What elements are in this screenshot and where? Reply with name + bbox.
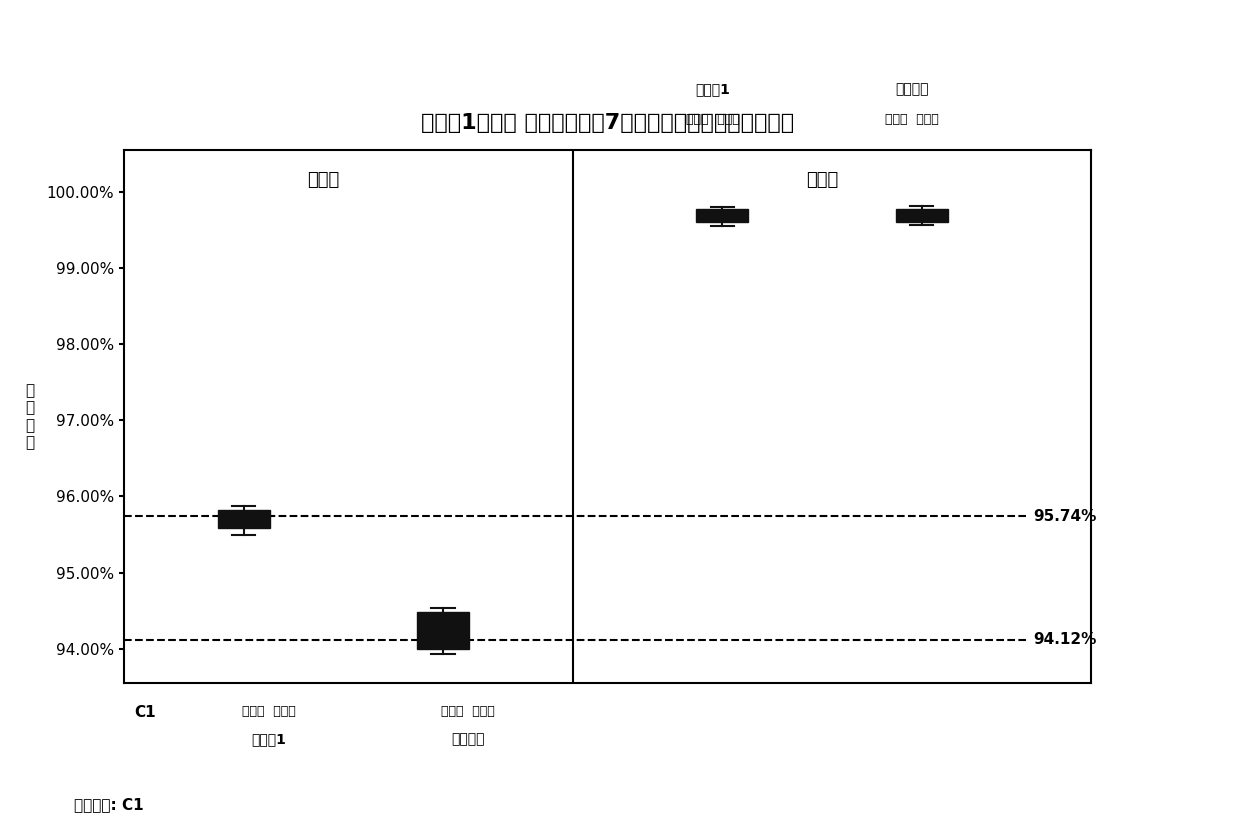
Bar xyxy=(417,612,469,649)
Y-axis label: 频
次
累
积: 频 次 累 积 xyxy=(26,383,35,450)
Text: 组块变量: C1: 组块变量: C1 xyxy=(74,797,144,812)
Text: 保持率  恢复率: 保持率 恢复率 xyxy=(441,706,495,718)
Text: 保持率  恢复率: 保持率 恢复率 xyxy=(242,706,295,718)
Bar xyxy=(218,510,269,528)
Text: 保持率  恢复率: 保持率 恢复率 xyxy=(686,113,739,126)
Bar xyxy=(697,209,748,222)
Text: 保持率: 保持率 xyxy=(308,172,340,189)
Text: 94.12%: 94.12% xyxy=(1033,632,1096,647)
Text: 实施例1: 实施例1 xyxy=(696,82,730,97)
Text: C1: C1 xyxy=(134,706,155,721)
Text: 常规电池: 常规电池 xyxy=(895,82,929,97)
Text: 恢复率: 恢复率 xyxy=(806,172,838,189)
Text: 95.74%: 95.74% xyxy=(1033,509,1096,524)
Text: 常规电池: 常规电池 xyxy=(451,732,485,746)
Text: 实施例1: 实施例1 xyxy=(252,732,286,746)
Bar xyxy=(895,209,947,222)
Text: 保持率  恢复率: 保持率 恢复率 xyxy=(885,113,939,126)
Title: 实施例1电池与 常规电池高港7天储存后容量保持率与恢复率: 实施例1电池与 常规电池高港7天储存后容量保持率与恢复率 xyxy=(422,113,794,133)
